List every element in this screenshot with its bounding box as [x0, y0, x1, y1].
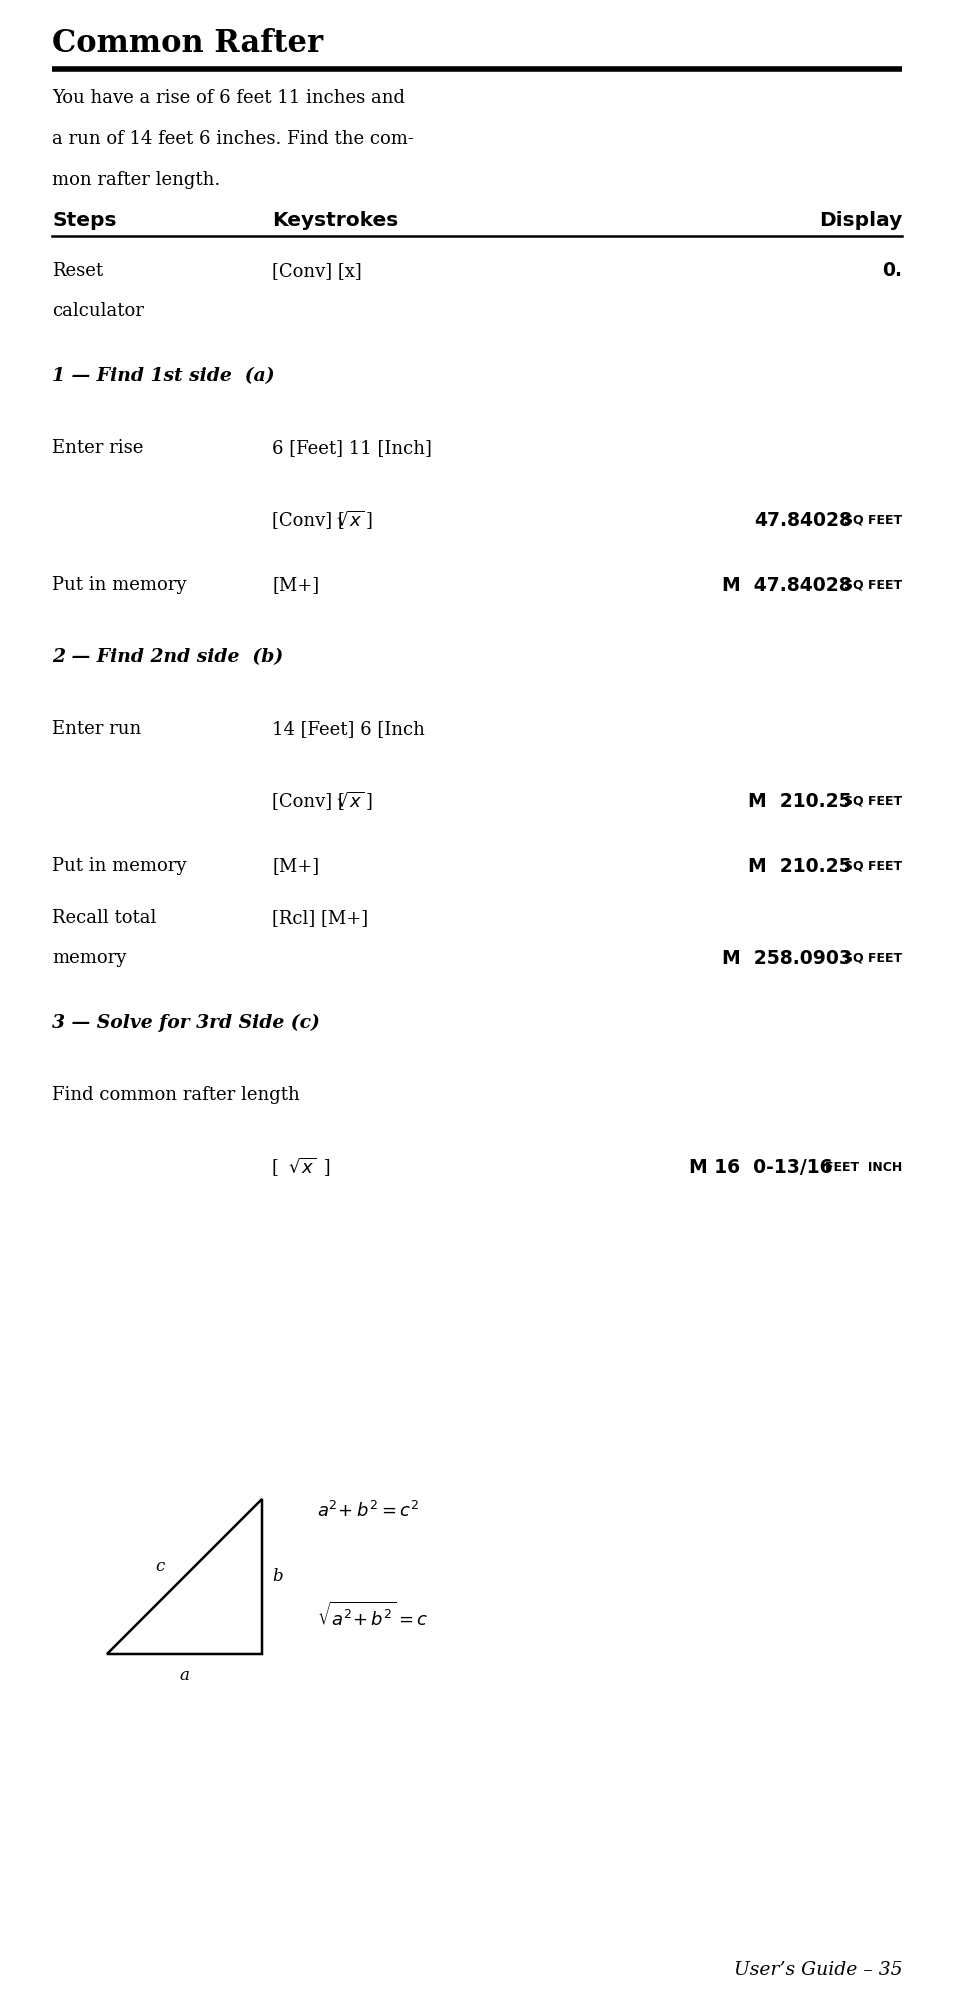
- Text: SQ FEET: SQ FEET: [843, 794, 901, 808]
- Text: Enter run: Enter run: [52, 719, 141, 737]
- Text: M  258.0903: M 258.0903: [721, 948, 851, 968]
- Text: memory: memory: [52, 948, 126, 966]
- Text: 2 — Find 2nd side  (b): 2 — Find 2nd side (b): [52, 649, 283, 667]
- Text: M  47.84028: M 47.84028: [721, 575, 851, 595]
- Text: Keystrokes: Keystrokes: [272, 211, 397, 229]
- Text: [Conv] [x]: [Conv] [x]: [272, 261, 361, 279]
- Text: 0.: 0.: [882, 261, 901, 281]
- Text: Steps: Steps: [52, 211, 116, 229]
- Text: $\sqrt{x}$: $\sqrt{x}$: [335, 792, 364, 812]
- Text: User’s Guide – 35: User’s Guide – 35: [733, 1961, 901, 1979]
- Text: ]: ]: [317, 1157, 331, 1175]
- Text: 3 — Solve for 3rd Side (c): 3 — Solve for 3rd Side (c): [52, 1015, 319, 1033]
- Text: 6 [Feet] 11 [Inch]: 6 [Feet] 11 [Inch]: [272, 440, 432, 456]
- Text: Recall total: Recall total: [52, 908, 156, 926]
- Text: You have a rise of 6 feet 11 inches and: You have a rise of 6 feet 11 inches and: [52, 88, 405, 106]
- Text: [Rcl] [M+]: [Rcl] [M+]: [272, 908, 368, 926]
- Text: 14 [Feet] 6 [Inch: 14 [Feet] 6 [Inch: [272, 719, 424, 737]
- Text: c: c: [155, 1559, 164, 1575]
- Text: Enter rise: Enter rise: [52, 440, 143, 456]
- Text: SQ FEET: SQ FEET: [843, 514, 901, 526]
- Text: [Conv] [: [Conv] [: [272, 510, 344, 528]
- Text: [: [: [272, 1157, 284, 1175]
- Text: SQ FEET: SQ FEET: [843, 952, 901, 964]
- Text: 47.84028: 47.84028: [753, 510, 851, 530]
- Text: SQ FEET: SQ FEET: [843, 860, 901, 872]
- Text: ]: ]: [366, 792, 373, 810]
- Text: Put in memory: Put in memory: [52, 577, 186, 595]
- Text: Common Rafter: Common Rafter: [52, 28, 323, 58]
- Text: M  210.25: M 210.25: [747, 792, 851, 810]
- Text: FEET  INCH: FEET INCH: [824, 1161, 901, 1173]
- Text: $\sqrt{a^2\!+b^2}=c$: $\sqrt{a^2\!+b^2}=c$: [316, 1601, 428, 1629]
- Text: Put in memory: Put in memory: [52, 858, 186, 876]
- Text: Find common rafter length: Find common rafter length: [52, 1087, 299, 1105]
- Text: a run of 14 feet 6 inches. Find the com-: a run of 14 feet 6 inches. Find the com-: [52, 131, 414, 149]
- Text: Display: Display: [818, 211, 901, 229]
- Text: [Conv] [: [Conv] [: [272, 792, 344, 810]
- Text: mon rafter length.: mon rafter length.: [52, 171, 220, 189]
- Text: [M+]: [M+]: [272, 577, 319, 595]
- Text: Reset: Reset: [52, 261, 103, 279]
- Text: M  210.25: M 210.25: [747, 856, 851, 876]
- Text: $a^2\!+b^2=c^2$: $a^2\!+b^2=c^2$: [316, 1501, 419, 1521]
- Text: SQ FEET: SQ FEET: [843, 579, 901, 591]
- Text: 1 — Find 1st side  (a): 1 — Find 1st side (a): [52, 368, 274, 386]
- Text: ]: ]: [366, 510, 373, 528]
- Text: $\sqrt{x}$: $\sqrt{x}$: [335, 510, 364, 530]
- Text: calculator: calculator: [52, 301, 144, 319]
- Text: $\sqrt{x}$: $\sqrt{x}$: [288, 1157, 316, 1177]
- Text: [M+]: [M+]: [272, 858, 319, 876]
- Text: M 16  0-13/16: M 16 0-13/16: [689, 1157, 832, 1177]
- Text: a: a: [179, 1667, 190, 1684]
- Text: b: b: [272, 1567, 282, 1585]
